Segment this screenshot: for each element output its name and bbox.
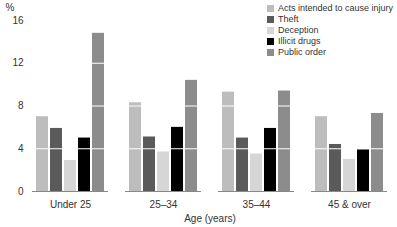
- svg-text:%: %: [6, 2, 15, 13]
- svg-text:35–44: 35–44: [243, 199, 271, 210]
- svg-text:4: 4: [18, 143, 24, 154]
- svg-text:16: 16: [12, 15, 24, 26]
- svg-text:8: 8: [18, 100, 24, 111]
- svg-text:45 & over: 45 & over: [328, 199, 371, 210]
- svg-text:0: 0: [18, 186, 24, 197]
- html-text:Illicit drugs: Illicit drugs: [277, 36, 321, 46]
- html-text:Public order: Public order: [277, 47, 326, 57]
- svg-text:Age (years): Age (years): [184, 213, 236, 224]
- html-text:Theft: Theft: [277, 14, 299, 24]
- html-text:Acts intended to cause injury: Acts intended to cause injury: [277, 3, 393, 13]
- svg-text:25–34: 25–34: [150, 199, 178, 210]
- html-text:Deception: Deception: [277, 25, 319, 35]
- svg-text:Under 25: Under 25: [50, 199, 92, 210]
- svg-text:12: 12: [12, 57, 24, 68]
